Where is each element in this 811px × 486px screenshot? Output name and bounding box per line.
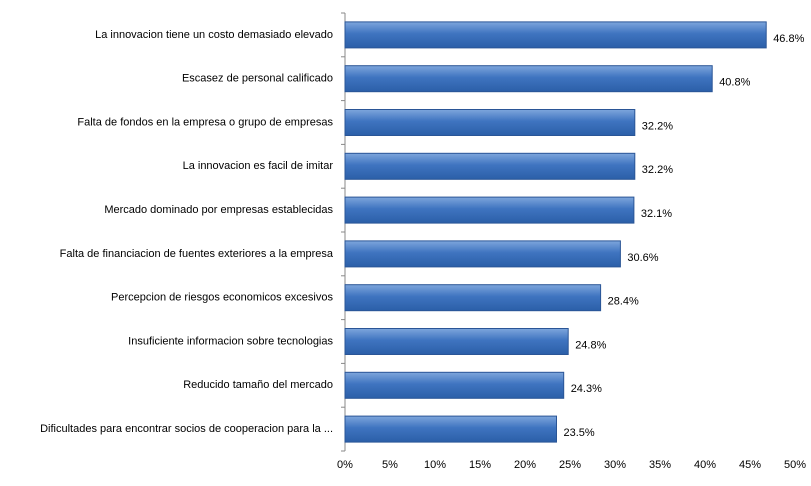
value-label: 46.8% xyxy=(773,33,804,45)
category-label: Falta de financiacion de fuentes exterio… xyxy=(60,248,334,260)
bar xyxy=(344,328,569,355)
bar xyxy=(344,109,636,136)
category-label: La innovacion es facil de imitar xyxy=(183,160,334,172)
x-tick-label: 25% xyxy=(559,459,581,471)
x-tick-label: 40% xyxy=(694,459,716,471)
x-tick-label: 0% xyxy=(337,459,353,471)
value-label: 32.2% xyxy=(642,120,673,132)
x-tick-label: 15% xyxy=(469,459,491,471)
category-label: Falta de fondos en la empresa o grupo de… xyxy=(77,116,333,128)
category-label: Mercado dominado por empresas establecid… xyxy=(104,204,333,216)
bar xyxy=(344,196,635,224)
category-label: Insuficiente informacion sobre tecnologi… xyxy=(128,335,333,347)
x-tick-label: 50% xyxy=(784,459,806,471)
x-tick-label: 45% xyxy=(739,459,761,471)
value-label: 30.6% xyxy=(627,252,658,264)
category-label: La innovacion tiene un costo demasiado e… xyxy=(95,29,333,41)
category-label: Percepcion de riesgos economicos excesiv… xyxy=(111,292,333,304)
value-label: 28.4% xyxy=(608,296,639,308)
bar xyxy=(344,65,713,93)
x-tick-label: 5% xyxy=(382,459,398,471)
bar xyxy=(344,284,602,312)
category-label: Reducido tamaño del mercado xyxy=(183,379,333,391)
value-label: 32.2% xyxy=(642,164,673,176)
bar xyxy=(344,240,621,268)
bar xyxy=(344,371,565,399)
category-label: Dificultades para encontrar socios de co… xyxy=(40,423,333,435)
bar xyxy=(344,415,557,443)
category-label: Escasez de personal calificado xyxy=(182,73,333,85)
value-label: 40.8% xyxy=(719,77,750,89)
x-tick-label: 35% xyxy=(649,459,671,471)
x-tick-label: 10% xyxy=(424,459,446,471)
bar xyxy=(344,21,767,49)
value-label: 24.8% xyxy=(575,339,606,351)
value-label: 32.1% xyxy=(641,208,672,220)
value-label: 24.3% xyxy=(571,383,602,395)
x-tick-label: 20% xyxy=(514,459,536,471)
x-tick-label: 30% xyxy=(604,459,626,471)
bar xyxy=(344,152,636,180)
value-label: 23.5% xyxy=(564,427,595,439)
